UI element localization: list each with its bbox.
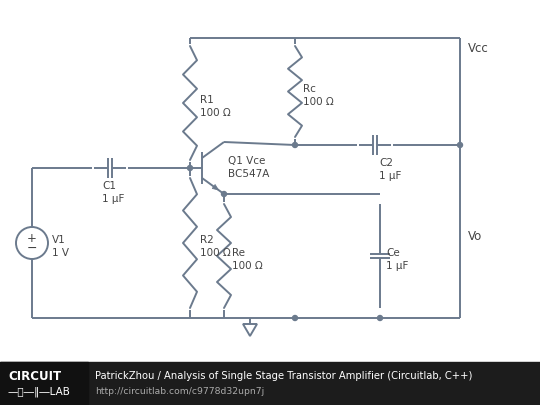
Text: Re
100 Ω: Re 100 Ω <box>232 248 263 271</box>
Text: Ce
1 μF: Ce 1 μF <box>386 248 408 271</box>
Circle shape <box>187 166 192 171</box>
Text: C2
1 μF: C2 1 μF <box>379 158 401 181</box>
Text: R2
100 Ω: R2 100 Ω <box>200 235 231 258</box>
Text: Rc
100 Ω: Rc 100 Ω <box>303 83 334 107</box>
Text: C1
1 μF: C1 1 μF <box>102 181 124 204</box>
Text: CIRCUIT: CIRCUIT <box>8 369 61 382</box>
Text: —⧸―‖―LAB: —⧸―‖―LAB <box>8 387 71 397</box>
Bar <box>0 362 540 405</box>
Text: http://circuitlab.com/c9778d32upn7j: http://circuitlab.com/c9778d32upn7j <box>95 388 264 396</box>
Circle shape <box>293 143 298 147</box>
Text: V1
1 V: V1 1 V <box>52 235 69 258</box>
Circle shape <box>457 143 462 147</box>
Text: −: − <box>27 242 37 255</box>
Text: Vcc: Vcc <box>468 42 489 55</box>
Text: Q1 Vce
BC547A: Q1 Vce BC547A <box>228 156 269 179</box>
Polygon shape <box>212 184 219 190</box>
Text: +: + <box>27 232 37 245</box>
Bar <box>0 362 88 405</box>
Text: Vo: Vo <box>468 230 482 243</box>
Circle shape <box>377 315 382 320</box>
Circle shape <box>293 315 298 320</box>
Text: PatrickZhou / Analysis of Single Stage Transistor Amplifier (Circuitlab, C++): PatrickZhou / Analysis of Single Stage T… <box>95 371 472 381</box>
Text: R1
100 Ω: R1 100 Ω <box>200 95 231 118</box>
Circle shape <box>221 192 226 196</box>
